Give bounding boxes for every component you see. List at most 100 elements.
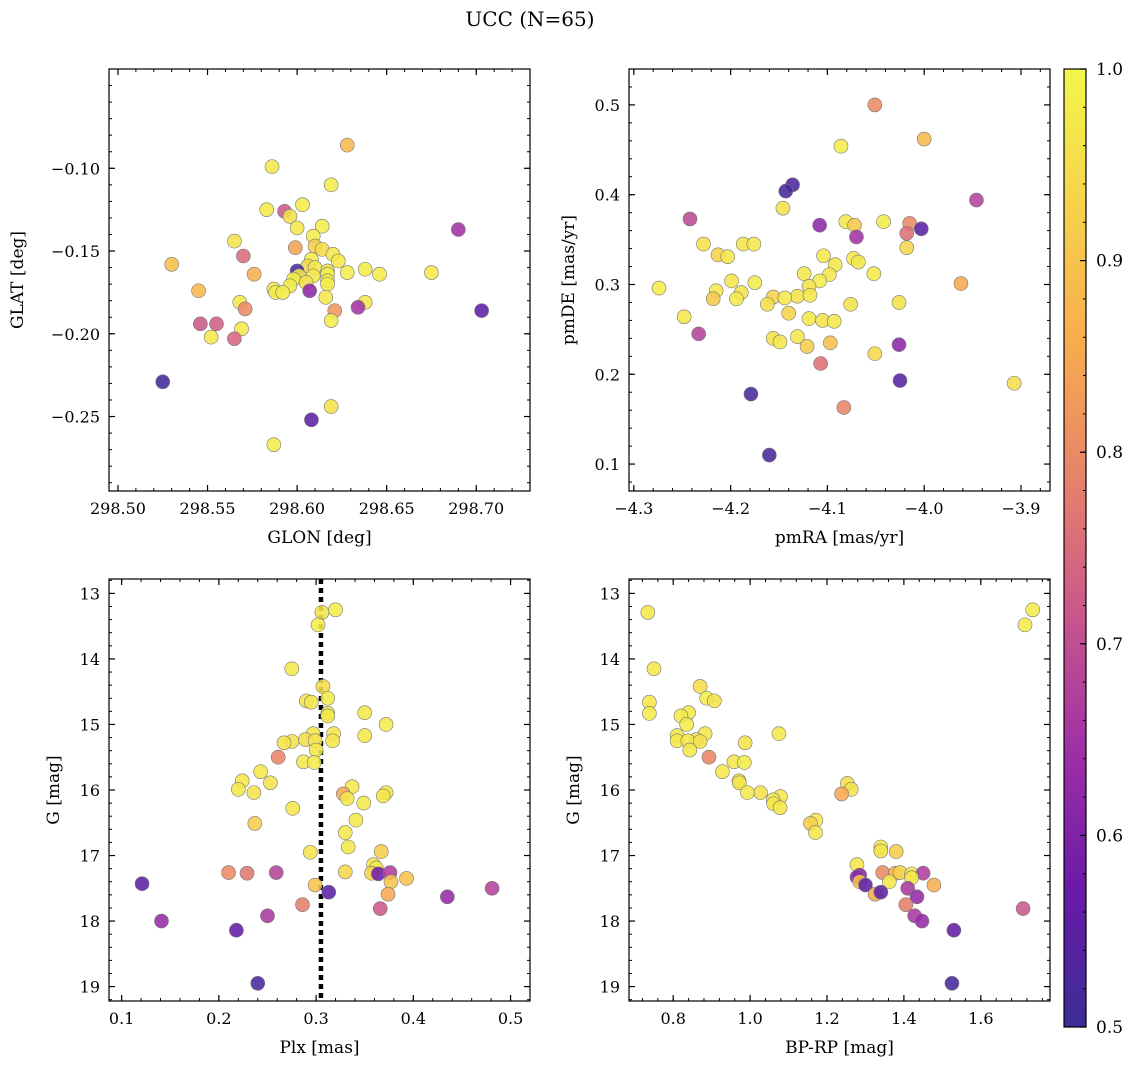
- colorbar-tick-label: 0.9: [1096, 252, 1123, 272]
- scatter-point: [282, 208, 298, 224]
- y-tick-label: 13: [80, 584, 100, 603]
- y-tick-label: 0.4: [595, 186, 620, 205]
- colorbar-tick-label: 0.7: [1096, 635, 1123, 655]
- scatter-point: [378, 717, 394, 732]
- scatter-point: [760, 296, 775, 312]
- scatter-point: [373, 844, 389, 859]
- scatter-point: [946, 922, 962, 938]
- scatter-points: [155, 137, 489, 452]
- scatter-point: [775, 200, 791, 216]
- scatter-point: [253, 764, 268, 779]
- scatter-point: [646, 661, 662, 677]
- scatter-point: [383, 874, 399, 890]
- scatter-point: [246, 266, 262, 282]
- scatter-point: [762, 447, 777, 463]
- scatter-point: [268, 865, 284, 880]
- scatter-point: [134, 876, 150, 892]
- colorbar-tick-label: 0.6: [1096, 826, 1123, 846]
- scatter-point: [440, 889, 455, 905]
- scatter-point: [339, 791, 355, 806]
- x-tick-label: 1.4: [891, 1009, 916, 1028]
- scatter-point: [399, 871, 414, 886]
- scatter-point: [264, 159, 280, 174]
- scatter-point: [331, 253, 346, 269]
- scatter-point: [682, 211, 698, 227]
- scatter-point: [729, 291, 744, 307]
- scatter-point: [325, 733, 340, 749]
- scatter-point: [318, 290, 334, 305]
- scatter-point: [310, 617, 326, 633]
- scatter-point: [849, 229, 864, 245]
- x-tick-label: 298.65: [359, 499, 415, 518]
- scatter-point: [191, 283, 206, 299]
- scatter-point: [203, 329, 219, 345]
- scatter-point: [302, 283, 317, 299]
- scatter-point: [350, 300, 366, 315]
- scatter-point: [1006, 375, 1022, 391]
- scatter-point: [696, 236, 711, 252]
- scatter-point: [691, 326, 706, 342]
- scatter-point: [836, 400, 852, 415]
- scatter-point: [790, 329, 805, 344]
- scatter-point: [1015, 901, 1031, 916]
- colorbar-gradient: [1063, 68, 1087, 1028]
- y-tick-label: 19: [600, 978, 620, 997]
- scatter-point: [916, 131, 932, 147]
- scatter-point: [778, 183, 794, 199]
- scatter-point: [237, 301, 253, 317]
- x-axis-label: BP-RP [mag]: [785, 1038, 894, 1058]
- y-tick-label: 18: [80, 912, 100, 931]
- scatter-point: [705, 291, 721, 307]
- scatter-point: [881, 874, 897, 890]
- x-tick-label: −3.9: [1002, 499, 1041, 518]
- scatter-point: [323, 399, 339, 414]
- scatter-point: [234, 321, 249, 337]
- scatter-point: [914, 913, 930, 929]
- scatter-point: [953, 276, 969, 291]
- scatter-point: [808, 825, 823, 840]
- y-tick-label: 14: [80, 650, 100, 669]
- x-tick-label: 0.5: [498, 1009, 523, 1028]
- scatter-point: [227, 331, 242, 347]
- scatter-point: [747, 275, 763, 290]
- x-tick-label: 1.0: [737, 1009, 762, 1028]
- scatter-point: [474, 303, 489, 318]
- scatter-point: [913, 221, 929, 237]
- scatter-point: [823, 335, 838, 351]
- x-axis-label: pmRA [mas/yr]: [775, 528, 904, 548]
- y-axis-label: G [mag]: [44, 755, 64, 824]
- scatter-point: [289, 220, 305, 236]
- x-axis-label: GLON [deg]: [267, 528, 371, 548]
- scatter-point: [781, 305, 796, 321]
- x-tick-label: 1.6: [968, 1009, 993, 1028]
- scatter-point: [288, 240, 303, 256]
- scatter-point: [873, 884, 889, 900]
- scatter-point: [320, 690, 336, 706]
- scatter-point: [295, 897, 310, 912]
- scatter-point: [357, 705, 373, 720]
- scatter-point: [295, 197, 310, 213]
- y-tick-label: 16: [80, 781, 100, 800]
- scatter-point: [740, 785, 755, 800]
- scatter-point: [314, 605, 330, 620]
- scatter-point: [209, 316, 224, 332]
- scatter-point: [679, 717, 694, 732]
- scatter-point: [682, 742, 698, 758]
- scatter-point: [154, 913, 169, 929]
- scatter-point: [260, 908, 275, 924]
- scatter-point: [909, 889, 925, 905]
- x-tick-label: 298.50: [90, 499, 146, 518]
- scatter-point: [900, 880, 916, 896]
- scatter-point: [236, 248, 251, 264]
- y-tick-label: 0.5: [595, 96, 620, 115]
- axes-frame: [628, 68, 1051, 492]
- y-tick-label: 15: [600, 715, 620, 734]
- scatter-point: [155, 374, 171, 390]
- x-tick-label: 0.2: [206, 1009, 231, 1028]
- y-tick-label: 0.3: [595, 275, 620, 294]
- y-tick-label: 16: [600, 781, 620, 800]
- scatter-point: [651, 280, 667, 296]
- y-tick-label: 15: [80, 715, 100, 734]
- scatter-point: [323, 177, 339, 193]
- x-tick-label: 0.8: [660, 1009, 685, 1028]
